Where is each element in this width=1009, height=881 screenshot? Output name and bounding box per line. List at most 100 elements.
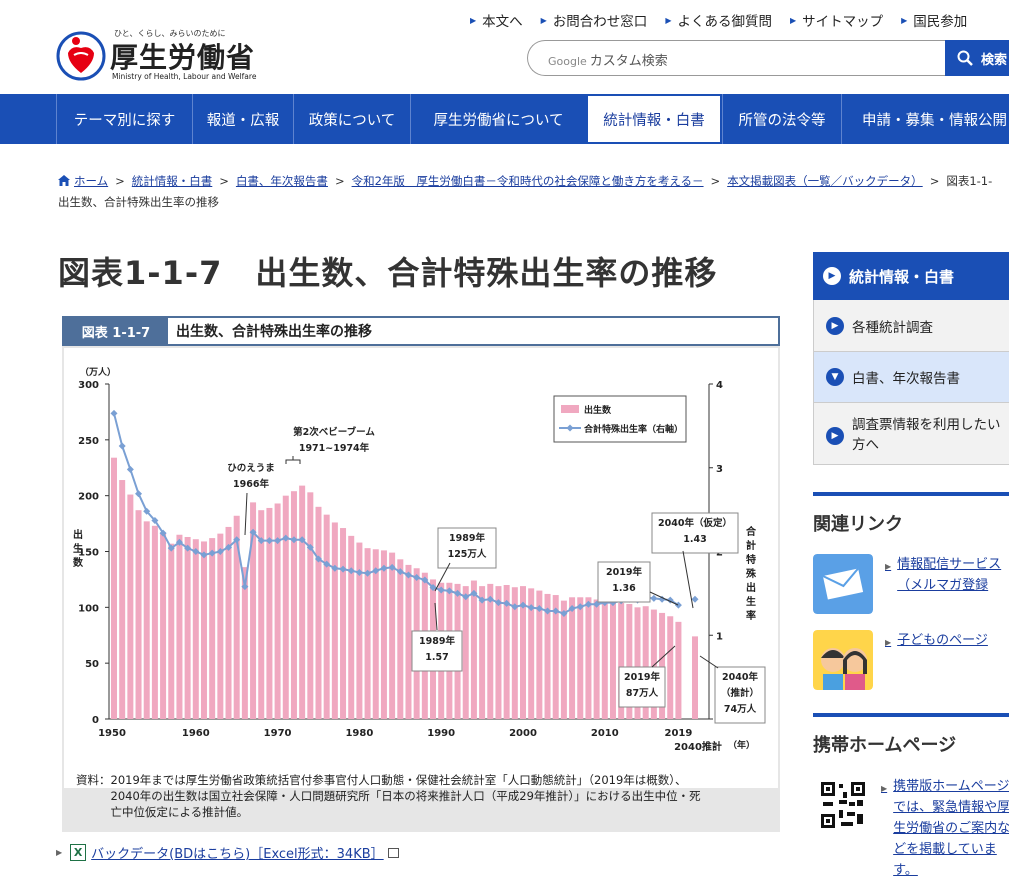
legend-label-tfr: 合計特殊出生率（右軸）	[584, 423, 683, 435]
y-tick-label-left: 150	[78, 548, 99, 559]
bar-births	[168, 543, 175, 719]
bar-births	[233, 515, 240, 719]
nav-statistics[interactable]: 統計情報・白書	[586, 94, 722, 144]
breadcrumb-r2-whitepaper[interactable]: 令和2年版 厚生労働白書－令和時代の社会保障と働き方を考える－	[351, 174, 704, 188]
topnav-link-sitemap[interactable]: ▶ サイトマップ	[789, 14, 884, 30]
annotation-2019-tfr-pointer	[649, 591, 679, 606]
x-tick-label: 1980	[345, 728, 373, 739]
sidebar-item-survey-data[interactable]: ▶ 調査票情報を利用したい方へ	[813, 403, 1009, 465]
bar-births	[389, 552, 396, 719]
y-tick-label-left: 100	[78, 603, 99, 614]
x-tick-label: 2040推計	[674, 740, 722, 753]
tfr-point	[241, 583, 249, 591]
search-input[interactable]: Google カスタム検索	[527, 40, 947, 76]
bar-births	[634, 607, 641, 719]
breadcrumb-figure-list[interactable]: 本文掲載図表（一覧／バックデータ）	[727, 174, 923, 188]
breadcrumb-home[interactable]: ホーム	[74, 174, 109, 188]
y-label-left-char: 生	[73, 542, 83, 555]
nav-application[interactable]: 申請・募集・情報公開	[841, 94, 1009, 144]
bar-births	[552, 595, 559, 719]
tfr-point	[666, 596, 674, 604]
nav-theme[interactable]: テーマ別に探す	[56, 94, 192, 144]
backdata-link[interactable]: バックデータ(BDはこちら)［Excel形式：34KB］	[91, 847, 384, 862]
tfr-point	[568, 604, 576, 612]
sidebar-item-surveys[interactable]: ▶ 各種統計調査	[813, 300, 1009, 352]
search-button[interactable]: 検索	[945, 40, 1009, 76]
tfr-point	[110, 409, 118, 417]
nav-laws[interactable]: 所管の法令等	[722, 94, 841, 144]
related-link-mailmagazine[interactable]: ▶ 情報配信サービス（メルマガ登録	[813, 554, 1009, 614]
tfr-point	[421, 576, 429, 584]
page-title: 図表1-1-7 出生数、合計特殊出生率の推移	[58, 254, 718, 292]
related-link-kids[interactable]: ▶ 子どものページ	[813, 630, 1009, 690]
triangle-right-icon: ▶	[885, 562, 892, 571]
search-icon	[957, 50, 973, 66]
topnav-link-faq[interactable]: ▶ よくある御質問	[665, 14, 772, 30]
bar-births	[119, 480, 126, 719]
annotation-1989-tfr-pointer	[434, 602, 438, 631]
annotation-2019-tfr: 1.36	[612, 583, 636, 594]
tfr-point	[584, 600, 592, 608]
births-tfr-chart: 05010015020025030001234（万人）出生数合計特殊出生率（年）…	[73, 366, 766, 753]
site-logo[interactable]: ひと、くらし、みらいのために 厚生労働省 Ministry of Health,…	[56, 28, 276, 84]
home-icon	[58, 175, 70, 186]
breadcrumb: ホーム > 統計情報・白書 > 白書、年次報告書 > 令和2年版 厚生労働白書－令和時代の社…	[58, 171, 1008, 213]
bar-births	[135, 510, 142, 719]
sidebar-heading[interactable]: ▶ 統計情報・白書	[813, 252, 1009, 300]
annotation-2019-births-pointer	[651, 645, 676, 668]
bar-births	[511, 587, 518, 719]
mail-icon	[813, 554, 873, 614]
bar-births	[143, 521, 150, 719]
nav-about[interactable]: 厚生労働省について	[410, 94, 586, 144]
x-tick-label: 2000	[509, 728, 537, 739]
x-tick-label: 1990	[427, 728, 455, 739]
tfr-point	[339, 565, 347, 573]
tfr-point	[658, 595, 666, 603]
annotation-2040-births: 74万人	[724, 703, 757, 715]
annotation-1989-births: 125万人	[448, 548, 487, 560]
tfr-point	[470, 589, 478, 597]
bar-births	[307, 492, 314, 719]
triangle-right-icon: ▶	[665, 15, 672, 25]
y-tick-label-left: 200	[78, 492, 99, 503]
y-label-right-char: 殊	[745, 567, 757, 580]
sidebar-item-whitepapers[interactable]: ▼ 白書、年次報告書	[813, 352, 1009, 403]
tfr-point	[208, 549, 216, 557]
tfr-point	[560, 609, 568, 617]
legend-swatch-tfr-marker	[566, 424, 574, 432]
tfr-point	[151, 517, 159, 525]
annotation-2019-tfr-box	[597, 561, 651, 603]
main-nav: テーマ別に探す 報道・広報 政策について 厚生労働省について 統計情報・白書 所…	[0, 94, 1009, 144]
tfr-point	[650, 594, 658, 602]
bar-births	[577, 597, 584, 719]
tfr-point	[347, 567, 355, 575]
annotation-1989-births-pointer	[434, 562, 451, 592]
nav-policy[interactable]: 政策について	[293, 94, 410, 144]
x-tick-label: 2010	[591, 728, 619, 739]
tfr-point	[593, 600, 601, 608]
y-tick-label-left: 300	[78, 380, 99, 391]
tfr-point	[265, 537, 273, 545]
bar-births-2040	[692, 636, 698, 719]
breadcrumb-whitepapers[interactable]: 白書、年次報告書	[235, 174, 328, 188]
tfr-line	[113, 413, 679, 615]
annotation-hinoeuma: ひのえうま	[227, 462, 275, 474]
utility-nav: ▶ 本文へ ▶ お問合わせ窓口 ▶ よくある御質問 ▶ サイトマップ ▶ 国民参加	[470, 10, 985, 30]
topnav-link-participation[interactable]: ▶ 国民参加	[901, 14, 968, 30]
topnav-link-honbun[interactable]: ▶ 本文へ	[470, 14, 523, 30]
google-label: Google	[548, 55, 587, 68]
backdata-link-row: ▶ X バックデータ(BDはこちら)［Excel形式：34KB］	[56, 843, 399, 862]
chevron-down-icon: ▼	[826, 368, 844, 386]
bar-births	[593, 599, 600, 719]
mobile-site-link[interactable]: ▶ 携帯版ホームページでは、緊急情報や厚生労働省のご案内などを掲載しています。	[813, 776, 1009, 881]
breadcrumb-statistics[interactable]: 統計情報・白書	[131, 174, 213, 188]
tfr-point	[544, 607, 552, 615]
topnav-link-contact[interactable]: ▶ お問合わせ窓口	[540, 14, 648, 30]
bar-births	[462, 586, 469, 719]
bar-births	[675, 621, 682, 719]
legend-swatch-births	[561, 405, 579, 413]
tfr-point	[282, 534, 290, 542]
tfr-point	[331, 564, 339, 572]
bar-births	[266, 507, 273, 719]
nav-press[interactable]: 報道・広報	[192, 94, 293, 144]
